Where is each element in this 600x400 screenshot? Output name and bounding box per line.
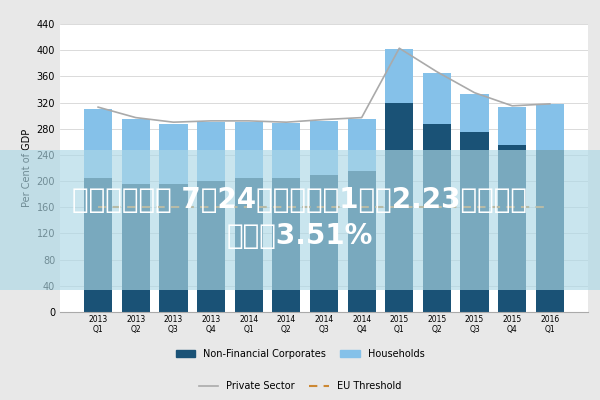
Bar (423, 124, 451, 312)
Bar (122, 184, 150, 312)
Bar (536, 104, 564, 150)
Legend: Non-Financial Corporates, Households: Non-Financial Corporates, Households (176, 349, 424, 359)
Text: 股指配资公司 7月24日山鹰转倆1下跌2.23％，转股
溢价獵3.51%: 股指配资公司 7月24日山鹰转倆1下跌2.23％，转股 溢价獵3.51% (73, 186, 527, 250)
Bar (498, 107, 526, 145)
Bar (347, 171, 376, 312)
Bar (385, 102, 413, 312)
Bar (536, 150, 564, 312)
Bar (235, 122, 263, 178)
Bar (347, 119, 376, 171)
Bar (197, 122, 225, 181)
Bar (197, 181, 225, 312)
Bar (498, 145, 526, 312)
Legend: Private Sector, EU Threshold: Private Sector, EU Threshold (199, 381, 401, 391)
Y-axis label: Per Cent of GDP: Per Cent of GDP (22, 129, 32, 207)
Bar (310, 121, 338, 174)
Bar (310, 174, 338, 312)
Bar (272, 178, 301, 312)
Bar (122, 119, 150, 184)
Bar (272, 124, 301, 178)
Bar (84, 109, 112, 178)
Bar (460, 132, 489, 312)
Bar (423, 73, 451, 124)
Bar (235, 178, 263, 312)
Bar (460, 94, 489, 132)
Bar (385, 49, 413, 102)
Bar (159, 184, 188, 312)
Bar (159, 124, 188, 184)
Bar (84, 178, 112, 312)
